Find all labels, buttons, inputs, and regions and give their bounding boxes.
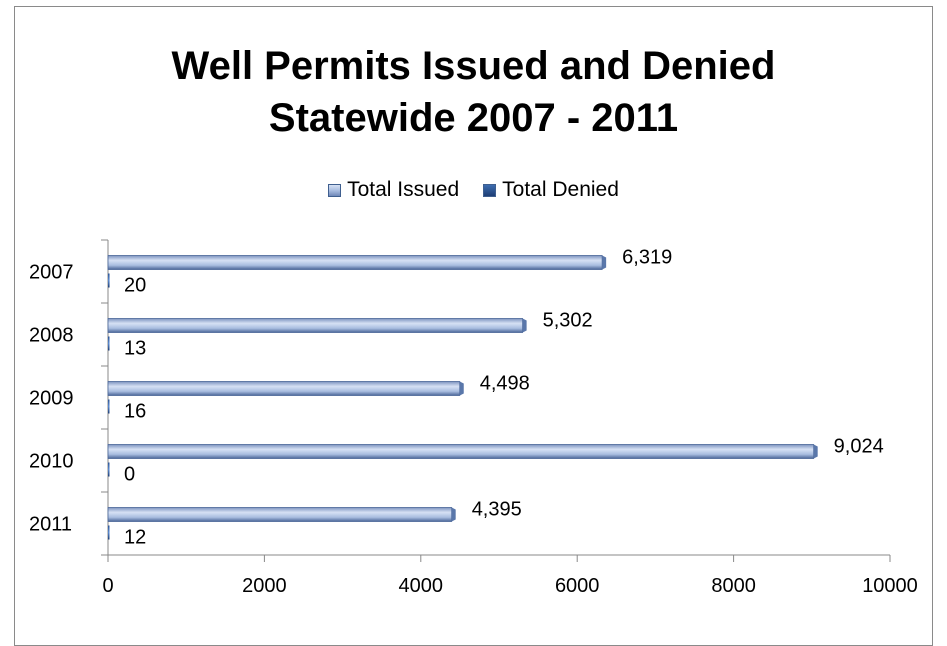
data-label-total-issued: 4,498 [480, 373, 530, 395]
legend-item-denied: Total Denied [483, 178, 619, 202]
data-label-total-issued: 6,319 [622, 247, 672, 269]
chart-title-line-1: Well Permits Issued and Denied [171, 44, 776, 88]
bar-total-issued-cap [459, 381, 464, 396]
y-tick-label: 2010 [29, 451, 74, 473]
y-tick-label: 2011 [29, 514, 72, 536]
bar-total-issued [107, 507, 453, 522]
bar-total-issued [107, 255, 603, 270]
chart-title: Well Permits Issued and Denied Statewide… [0, 40, 947, 144]
y-tick-label: 2007 [29, 262, 74, 284]
legend-swatch-issued [328, 183, 342, 197]
y-tick-label: 2008 [29, 325, 74, 347]
chart-plot: 0 2000 4000 6000 8000 10000 2007 6,319 20 2008 5,3… [29, 239, 918, 597]
data-label-total-denied: 0 [124, 464, 135, 486]
x-tick-label: 0 [102, 575, 113, 597]
x-tick-label: 4000 [399, 575, 444, 597]
legend-swatch-denied [483, 183, 497, 197]
y-tick-label: 2009 [29, 388, 74, 410]
bar-total-issued [107, 444, 815, 459]
bar-total-issued-cap [451, 507, 456, 522]
x-tick-label: 8000 [711, 575, 756, 597]
bar-total-denied [108, 462, 110, 477]
x-tick-label: 10000 [862, 575, 918, 597]
legend-item-issued: Total Issued [328, 178, 459, 202]
data-label-total-denied: 16 [124, 401, 146, 423]
bar-total-issued [107, 381, 461, 396]
x-tick-label: 6000 [555, 575, 600, 597]
chart-legend: Total Issued Total Denied [0, 178, 947, 202]
data-label-total-denied: 13 [124, 338, 146, 360]
data-label-total-issued: 9,024 [834, 436, 884, 458]
bar-total-denied [108, 336, 110, 351]
legend-label-denied: Total Denied [502, 178, 619, 201]
data-label-total-denied: 12 [124, 527, 146, 549]
chart-title-line-2: Statewide 2007 - 2011 [268, 96, 679, 140]
bar-total-denied [108, 273, 110, 288]
data-label-total-issued: 4,395 [472, 499, 522, 521]
x-tick-label: 2000 [242, 575, 287, 597]
bar-total-denied [108, 525, 110, 540]
bar-total-issued-cap [522, 318, 527, 333]
bar-total-denied [108, 399, 110, 414]
bar-total-issued-cap [602, 255, 607, 270]
legend-label-issued: Total Issued [347, 178, 460, 201]
bar-total-issued [107, 318, 524, 333]
data-label-total-issued: 5,302 [543, 310, 593, 332]
data-label-total-denied: 20 [124, 275, 146, 297]
bar-total-issued-cap [813, 444, 818, 459]
